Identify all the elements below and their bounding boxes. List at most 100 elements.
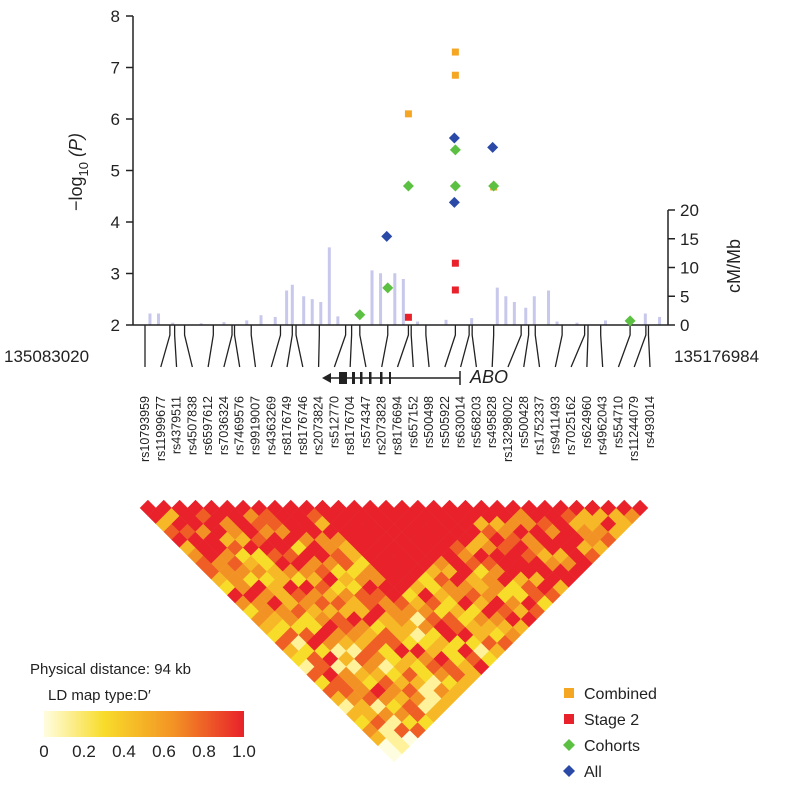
snp-label: rs624960: [580, 396, 594, 448]
point-cohorts: [402, 180, 414, 192]
recombination-bar: [290, 284, 294, 325]
snp-label: rs11999677: [154, 396, 168, 461]
legend-marker-combined: [564, 688, 574, 698]
point-combined: [451, 48, 459, 56]
snp-connector: [425, 325, 430, 368]
point-cohorts: [449, 144, 461, 156]
snp-label: rs4507838: [185, 396, 199, 455]
snp-label: rs512770: [327, 396, 341, 448]
legend-label: Combined: [584, 686, 657, 703]
snp-connector: [250, 325, 257, 368]
snp-label: rs10793959: [138, 396, 152, 462]
ld-scale-tick-label: 0.2: [72, 742, 96, 761]
ld-scale-tick-label: 0.8: [192, 742, 216, 761]
snp-label: rs7036324: [217, 396, 231, 455]
recombination-bar: [575, 322, 579, 325]
recombination-bar: [259, 315, 263, 325]
snp-position-connectors: [144, 325, 651, 368]
recombination-bar: [157, 313, 161, 325]
snp-label: rs1752337: [533, 396, 547, 455]
snp-connector: [349, 325, 353, 368]
point-stage-2: [404, 313, 412, 321]
snp-connector: [207, 325, 214, 368]
recombination-bar: [470, 318, 474, 325]
snp-connector: [183, 325, 193, 368]
ld-map-type-text: LD map type:D′: [48, 687, 151, 704]
snp-label: rs9411493: [548, 396, 562, 454]
gene-exon: [380, 372, 383, 384]
recombination-bar: [444, 319, 448, 325]
recombination-bar: [273, 316, 277, 325]
snp-label: rs4962043: [596, 396, 610, 455]
y-tick-label: 3: [111, 265, 120, 284]
association-points: [354, 48, 636, 327]
snp-connector: [534, 325, 541, 368]
snp-connector: [491, 325, 495, 368]
legend: Combined Stage 2 Cohorts All: [563, 686, 657, 781]
recombination-bar: [319, 302, 323, 325]
snp-connector: [600, 325, 604, 368]
y-tick-label: 2: [111, 316, 120, 335]
snp-connector: [647, 325, 651, 368]
snp-label: rs554710: [611, 396, 625, 448]
point-combined: [404, 110, 412, 118]
recombination-bar: [495, 287, 499, 325]
snp-connector: [173, 325, 178, 368]
recombination-bar: [199, 323, 203, 325]
ld-heatmap: [139, 499, 649, 763]
y2-tick-label: 20: [680, 201, 699, 220]
ld-scale-tick-label: 0: [39, 742, 48, 761]
recombination-bar: [302, 296, 306, 325]
snp-connector: [523, 325, 530, 368]
point-all: [487, 141, 499, 153]
snp-label: rs8176746: [296, 396, 310, 455]
recombination-bar: [310, 299, 314, 325]
ld-cell: [631, 499, 649, 517]
snp-label: rs13298002: [501, 396, 515, 462]
point-cohorts: [488, 180, 500, 192]
recombination-bar: [336, 316, 340, 325]
point-combined: [451, 71, 459, 79]
recombination-bar: [504, 296, 508, 325]
snp-label: rs568203: [469, 396, 483, 448]
y-tick-label: 7: [111, 59, 120, 78]
snp-label: rs2073824: [312, 396, 326, 455]
recombination-bar: [532, 296, 536, 325]
snp-connector: [396, 325, 410, 368]
snp-connector: [270, 325, 282, 368]
snp-label: rs11244079: [627, 396, 641, 461]
snp-label: rs500498: [422, 396, 436, 448]
legend-marker-all: [563, 765, 575, 777]
snp-label: rs630014: [454, 396, 468, 448]
y-tick-label: 6: [111, 110, 120, 129]
point-stage-2: [451, 286, 459, 294]
recombination-bar: [524, 307, 528, 325]
y2-tick-label: 15: [680, 230, 699, 249]
snp-label: rs9919007: [248, 396, 262, 455]
gene-exon: [389, 372, 391, 384]
x-end-label: 135176984: [674, 347, 759, 366]
legend-label: Stage 2: [584, 712, 639, 729]
y-axis-label: −log10 (P): [66, 133, 91, 211]
gene-exon: [352, 372, 355, 384]
point-cohorts: [449, 180, 461, 192]
snp-label: rs4379511: [170, 396, 184, 454]
snp-connector: [359, 325, 367, 368]
ld-color-scale-bar: [44, 711, 244, 737]
snp-label: rs8176704: [343, 396, 357, 455]
snp-connector: [507, 325, 522, 368]
recombination-bar: [370, 270, 374, 325]
snp-connector: [223, 325, 233, 368]
snp-connector: [381, 325, 389, 368]
gene-exon: [339, 372, 347, 384]
physical-distance-text: Physical distance: 94 kb: [30, 661, 191, 678]
recombination-bar: [393, 273, 397, 325]
snp-connector: [471, 325, 478, 368]
snp-connector: [633, 325, 647, 368]
gene-exon: [360, 372, 363, 384]
snp-connector: [444, 325, 457, 368]
y-tick-label: 4: [111, 213, 120, 232]
snp-connector: [233, 325, 241, 368]
y2-tick-label: 0: [680, 316, 689, 335]
